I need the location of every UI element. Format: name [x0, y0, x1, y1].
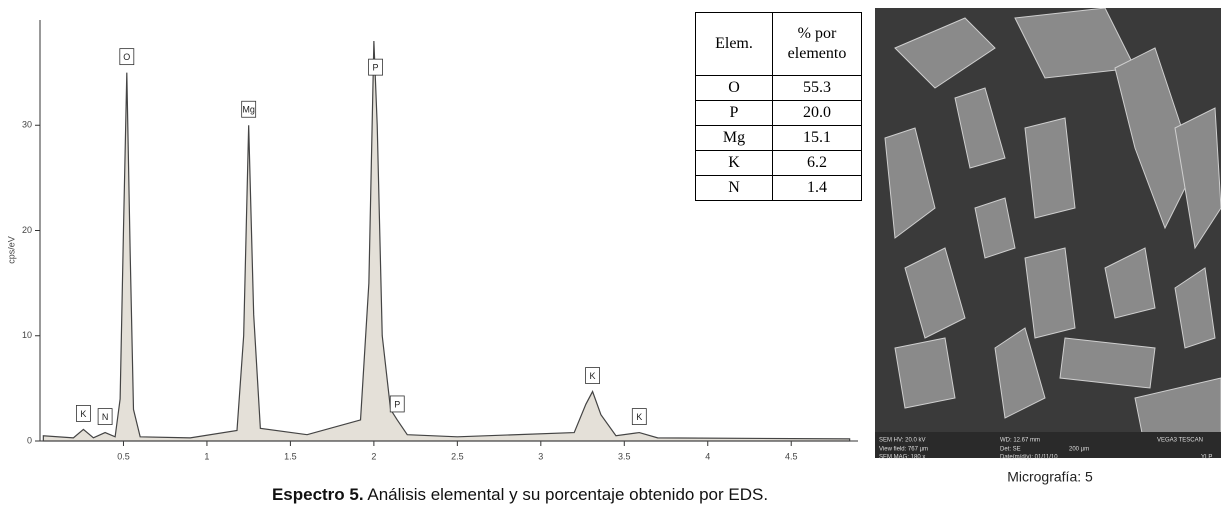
peak-label-box — [97, 408, 113, 425]
peak-label: Mg — [241, 100, 257, 118]
table-row: N 1.4 — [695, 175, 862, 201]
x-tick-label: 1 — [204, 451, 209, 461]
table-cell: O — [695, 75, 773, 101]
micrograph: SEM HV: 20.0 kV WD: 12.67 mm VEGA3 TESCAN V… — [875, 8, 1221, 485]
peak-label-box — [76, 405, 91, 422]
x-tick-label: 3 — [538, 451, 543, 461]
x-tick-label: 1.5 — [284, 451, 297, 461]
table-row: K 6.2 — [695, 150, 862, 176]
y-axis-label: cps/eV — [6, 236, 16, 264]
table-cell: 20.0 — [772, 100, 862, 126]
peak-label-box — [368, 58, 383, 76]
scan-info-text: YLP — [1201, 455, 1212, 461]
table-cell: K — [695, 150, 773, 176]
peak-label-box — [389, 395, 405, 413]
peak-label-text: P — [394, 399, 400, 409]
x-tick-label: 3.5 — [618, 451, 631, 461]
peak-label-text: O — [123, 52, 130, 62]
spectrum-area — [42, 41, 851, 442]
table-cell: Mg — [695, 125, 773, 151]
chart-caption: Espectro 5. Análisis elemental y su porc… — [272, 485, 768, 504]
caption-label: Espectro 5. — [272, 485, 364, 504]
table-cell: 1.4 — [772, 175, 862, 201]
table-cell: 6.2 — [772, 150, 862, 176]
peak-label-box — [241, 100, 257, 118]
table-cell: 55.3 — [772, 75, 862, 101]
peak-label-text: Mg — [242, 105, 255, 115]
table-row: O 55.3 — [695, 75, 862, 101]
scan-info-text: Date(m/d/y): 01/11/10 — [1000, 455, 1058, 461]
scan-info-text: 200 µm — [1069, 447, 1089, 453]
scan-info-strip — [875, 432, 1221, 458]
peak-label: K — [585, 367, 600, 384]
peak-label: O — [119, 48, 135, 66]
table-cell: N — [695, 175, 773, 201]
peak-label: P — [368, 58, 383, 76]
scan-info-text: View field: 767 µm — [879, 447, 928, 453]
scan-info-text: SEM MAG: 180 x — [879, 455, 925, 461]
y-tick-label: 0 — [27, 435, 32, 445]
peak-label-text: N — [102, 412, 109, 422]
caption-text: Análisis elemental y su porcentaje obten… — [367, 485, 768, 504]
scan-info-text: VEGA3 TESCAN — [1157, 438, 1203, 444]
peak-label: K — [76, 405, 91, 422]
header-cell: Elem. — [695, 12, 773, 76]
header-cell: % por elemento — [772, 12, 862, 76]
scan-info-text: Det: SE — [1000, 447, 1021, 453]
scan-info-text: WD: 12.67 mm — [1000, 438, 1040, 444]
table-row: P 20.0 — [695, 100, 862, 126]
peak-label-text: K — [80, 409, 86, 419]
peak-label-text: K — [590, 371, 596, 381]
peak-label: P — [389, 395, 405, 413]
peak-label-text: K — [636, 412, 642, 422]
y-tick-label: 10 — [22, 330, 32, 340]
peak-label: N — [97, 408, 113, 425]
peak-label-text: P — [373, 63, 379, 73]
y-tick-label: 30 — [22, 120, 32, 130]
x-tick-label: 4.5 — [785, 451, 798, 461]
peak-label-box — [119, 48, 135, 66]
x-tick-label: 0.5 — [117, 451, 130, 461]
peak-label-box — [585, 367, 600, 384]
composition-table: Elem. % por elemento O 55.3 P 20.0 Mg 15.1 K 6.… — [695, 12, 862, 201]
x-tick-label: 4 — [705, 451, 710, 461]
peak-label: K — [631, 408, 647, 425]
table-cell: 15.1 — [772, 125, 862, 151]
micrograph-caption: Micrografía: 5 — [1007, 469, 1093, 485]
x-tick-label: 2 — [371, 451, 376, 461]
scan-info-text: SEM HV: 20.0 kV — [879, 438, 925, 444]
table-cell: P — [695, 100, 773, 126]
y-tick-label: 20 — [22, 225, 32, 235]
x-tick-label: 2.5 — [451, 451, 464, 461]
peak-label-box — [631, 408, 647, 425]
table-row: Mg 15.1 — [695, 125, 862, 151]
crystals — [884, 8, 1221, 449]
